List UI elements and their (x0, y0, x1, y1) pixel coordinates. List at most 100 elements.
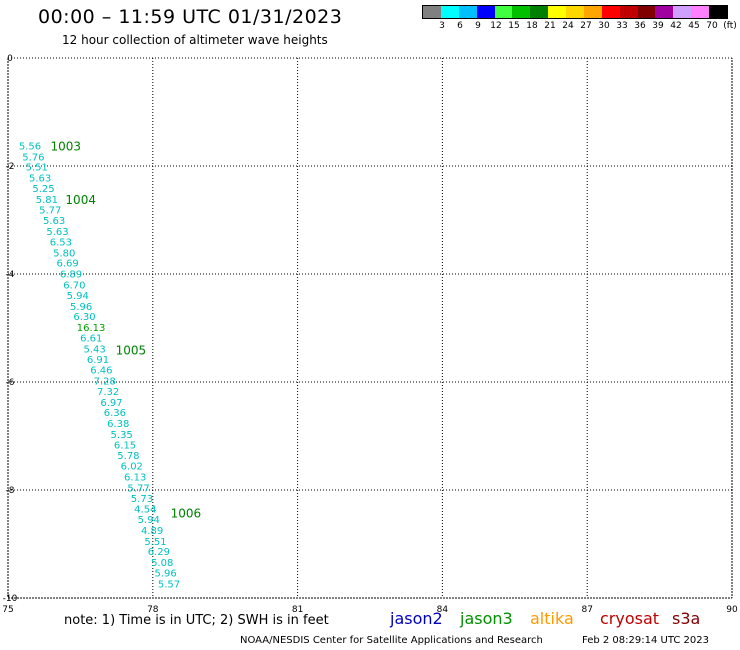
time-mark-label: 1006 (171, 507, 202, 521)
wave-height-value: 6.13 (124, 473, 146, 484)
wave-height-value: 6.30 (73, 312, 95, 323)
wave-height-value: 6.69 (56, 259, 78, 270)
credit-text: NOAA/NESDIS Center for Satellite Applica… (240, 635, 543, 646)
x-tick-label: 78 (147, 605, 159, 615)
y-tick-label: -10 (3, 594, 18, 604)
color-swatch (637, 6, 656, 18)
satellite-legend-item: jason2 (390, 609, 443, 628)
wave-height-value: 5.73 (131, 494, 153, 505)
color-scale-label: 15 (508, 21, 520, 31)
time-mark-label: 1003 (50, 139, 81, 153)
color-scale-label: 36 (634, 21, 646, 31)
credit-timestamp: Feb 2 08:29:14 UTC 2023 (582, 635, 709, 646)
page-subtitle: 12 hour collection of altimeter wave hei… (62, 33, 328, 47)
wave-height-value: 4.54 (134, 504, 156, 515)
y-tick-label: -6 (6, 378, 15, 388)
wave-height-value: 5.43 (84, 345, 106, 356)
page-title: 00:00 – 11:59 UTC 01/31/2023 (38, 6, 343, 28)
wave-height-value: 5.63 (43, 216, 65, 227)
y-tick-label: -4 (6, 270, 15, 280)
color-swatch (566, 6, 584, 18)
color-scale-label: 12 (490, 21, 502, 31)
satellite-legend-item: s3a (672, 609, 701, 628)
color-scale-label: 33 (616, 21, 628, 31)
color-swatch (691, 6, 709, 18)
color-swatch (512, 6, 531, 18)
x-tick-label: 81 (292, 605, 303, 615)
wave-height-value: 5.25 (32, 184, 54, 195)
wave-height-value: 5.56 (19, 141, 41, 152)
wave-height-value: 5.94 (67, 291, 89, 302)
wave-height-value: 5.94 (138, 515, 160, 526)
wave-height-value: 5.96 (70, 302, 92, 313)
satellite-legend-item: jason3 (460, 609, 513, 628)
color-scale-label: 27 (580, 21, 592, 31)
color-swatch (709, 6, 727, 18)
wave-height-value: 5.35 (111, 430, 133, 441)
color-swatch (476, 6, 495, 18)
plot-frame (7, 57, 733, 599)
wave-height-value: 6.89 (60, 269, 82, 280)
time-mark-labels: 1003 1004 1005 1006 (50, 139, 201, 520)
wave-height-value: 6.38 (107, 419, 129, 430)
color-swatch (655, 6, 674, 18)
color-swatch (530, 6, 549, 18)
color-scale-label: 70 (706, 21, 718, 31)
wave-height-value: 6.53 (50, 238, 72, 249)
wave-height-value: 5.57 (158, 579, 180, 590)
wave-height-value: 5.51 (144, 537, 166, 548)
x-tick-label: 90 (726, 605, 738, 615)
wave-height-value: 6.15 (114, 441, 136, 452)
time-mark-label: 1004 (65, 193, 96, 207)
color-scale-label: 39 (652, 21, 664, 31)
color-swatch (548, 6, 566, 18)
color-scale-label: (ft) (723, 21, 737, 31)
x-tick-label: 75 (2, 605, 13, 615)
wave-height-value: 5.63 (46, 227, 68, 238)
wave-height-value: 6.91 (87, 355, 109, 366)
wave-height-value: 6.02 (121, 462, 143, 473)
time-mark-label: 1005 (116, 344, 147, 358)
satellite-legend-item: altika (530, 609, 574, 628)
color-scale-label: 45 (688, 21, 700, 31)
wave-height-value: 5.78 (117, 451, 139, 462)
wave-height-value: 4.89 (141, 526, 163, 537)
color-swatch (423, 6, 441, 18)
color-scale-labels: 3 6 9 12 15 18 21 24 27 30 33 36 39 42 45 70 (ft) (422, 21, 740, 33)
wave-height-value: 6.61 (80, 334, 102, 345)
color-scale-label: 18 (526, 21, 538, 31)
wave-height-value: 5.77 (127, 483, 149, 494)
color-scale-label: 30 (598, 21, 610, 31)
color-swatch (619, 6, 638, 18)
wave-height-value: 5.81 (36, 195, 58, 206)
y-tick-label: -8 (6, 486, 15, 496)
y-tick-label: 0 (7, 54, 13, 64)
color-scale-bar (422, 5, 728, 19)
wave-height-value: 6.46 (90, 366, 112, 377)
color-scale-label: 9 (475, 21, 481, 31)
wave-height-value: 5.77 (39, 206, 61, 217)
wave-height-value: 6.36 (104, 408, 126, 419)
footer-note: note: 1) Time is in UTC; 2) SWH is in fe… (64, 613, 329, 628)
color-scale-label: 3 (439, 21, 445, 31)
color-swatch (440, 6, 459, 18)
wave-height-labels: 5.565.765.515.635.255.815.775.635.636.53… (19, 141, 180, 590)
wave-height-value: 5.63 (29, 173, 51, 184)
color-scale-label: 21 (544, 21, 556, 31)
wave-height-value: 6.97 (100, 398, 122, 409)
map-grid (7, 57, 733, 599)
wave-height-value: 16.13 (77, 323, 106, 334)
wave-height-value: 5.80 (53, 248, 75, 259)
y-tick-label: -2 (6, 162, 15, 172)
color-scale-label: 42 (670, 21, 682, 31)
wave-height-value: 5.76 (22, 152, 44, 163)
color-swatch (673, 6, 692, 18)
x-tick-label: 84 (437, 605, 449, 615)
color-scale-label: 24 (562, 21, 574, 31)
wave-height-value: 6.29 (148, 547, 170, 558)
axis-tick-labels: 75 78 81 84 87 90 0 -2 -4 -6 -8 -10 (2, 54, 738, 615)
wave-height-value: 5.96 (154, 569, 176, 580)
color-swatch (601, 6, 620, 18)
wave-height-value: 6.70 (63, 280, 85, 291)
